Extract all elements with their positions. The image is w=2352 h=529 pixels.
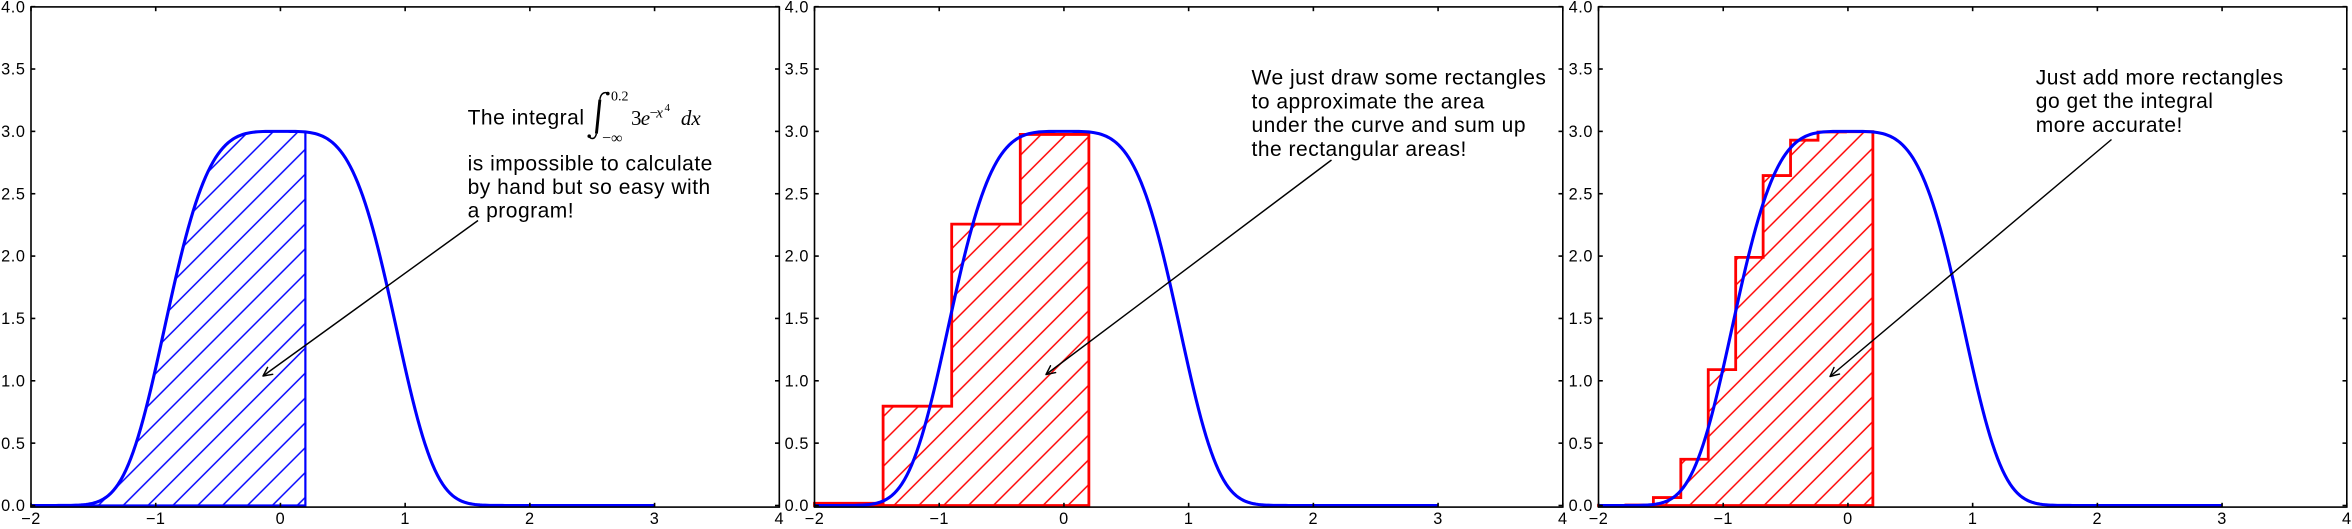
svg-text:4: 4: [665, 102, 671, 114]
svg-text:1.5: 1.5: [1569, 310, 1593, 328]
svg-text:to approximate the area: to approximate the area: [1252, 90, 1485, 113]
svg-text:0.5: 0.5: [785, 435, 809, 453]
svg-text:1.0: 1.0: [1, 372, 25, 390]
svg-text:1: 1: [1968, 510, 1978, 524]
svg-text:4: 4: [774, 510, 784, 524]
svg-text:0.0: 0.0: [1569, 497, 1593, 515]
svg-text:0: 0: [1059, 510, 1069, 524]
svg-text:4.0: 4.0: [785, 0, 809, 16]
svg-text:3.0: 3.0: [1, 123, 25, 141]
svg-text:3: 3: [2217, 510, 2227, 524]
svg-text:2: 2: [1309, 510, 1319, 524]
svg-text:3.0: 3.0: [785, 123, 809, 141]
svg-text:is impossible to calculate: is impossible to calculate: [468, 153, 713, 176]
svg-text:1.5: 1.5: [1, 310, 25, 328]
svg-text:dx: dx: [681, 106, 702, 130]
svg-text:0.2: 0.2: [611, 90, 629, 105]
svg-text:2.0: 2.0: [785, 248, 809, 266]
svg-text:2.0: 2.0: [1569, 248, 1593, 266]
svg-text:under the curve and sum up: under the curve and sum up: [1252, 114, 1527, 137]
svg-text:x: x: [655, 105, 663, 121]
svg-text:2.5: 2.5: [1, 185, 25, 203]
svg-text:We just draw some rectangles: We just draw some rectangles: [1252, 67, 1547, 90]
svg-text:−1: −1: [1713, 510, 1733, 524]
svg-text:4.0: 4.0: [1, 0, 25, 16]
svg-text:−: −: [650, 105, 658, 121]
svg-text:3.5: 3.5: [785, 61, 809, 79]
svg-text:e: e: [641, 106, 650, 130]
svg-text:2.0: 2.0: [1, 248, 25, 266]
svg-text:−1: −1: [929, 510, 949, 524]
svg-text:Just add more rectangles: Just add more rectangles: [2036, 66, 2284, 89]
svg-text:−∞: −∞: [602, 130, 622, 147]
svg-text:3: 3: [650, 510, 660, 524]
svg-text:3.0: 3.0: [1569, 123, 1593, 141]
svg-text:1: 1: [400, 510, 410, 524]
svg-text:−1: −1: [146, 510, 166, 524]
svg-text:3.5: 3.5: [1, 61, 25, 79]
svg-text:0.5: 0.5: [1569, 435, 1593, 453]
svg-text:a program!: a program!: [468, 200, 575, 223]
svg-text:3.5: 3.5: [1569, 61, 1593, 79]
svg-text:3: 3: [631, 106, 642, 130]
svg-text:4.0: 4.0: [1569, 0, 1593, 16]
svg-text:by hand but so easy with: by hand but so easy with: [468, 176, 711, 199]
svg-text:2: 2: [2093, 510, 2103, 524]
svg-text:4: 4: [2342, 510, 2352, 524]
svg-text:0: 0: [1843, 510, 1853, 524]
svg-text:The integral: The integral: [468, 107, 585, 130]
svg-text:the rectangular areas!: the rectangular areas!: [1252, 138, 1467, 161]
svg-text:3: 3: [1433, 510, 1443, 524]
svg-text:0.0: 0.0: [1, 497, 25, 515]
svg-text:0.5: 0.5: [1, 435, 25, 453]
svg-text:4: 4: [1558, 510, 1568, 524]
svg-text:2.5: 2.5: [1569, 185, 1593, 203]
svg-text:2.5: 2.5: [785, 185, 809, 203]
svg-text:1: 1: [1184, 510, 1194, 524]
svg-text:more accurate!: more accurate!: [2036, 114, 2183, 137]
svg-text:1.0: 1.0: [1569, 372, 1593, 390]
svg-text:2: 2: [525, 510, 535, 524]
svg-text:1.5: 1.5: [785, 310, 809, 328]
svg-text:0: 0: [276, 510, 286, 524]
svg-text:go get the integral: go get the integral: [2036, 90, 2214, 113]
svg-text:1.0: 1.0: [785, 372, 809, 390]
svg-text:0.0: 0.0: [785, 497, 809, 515]
